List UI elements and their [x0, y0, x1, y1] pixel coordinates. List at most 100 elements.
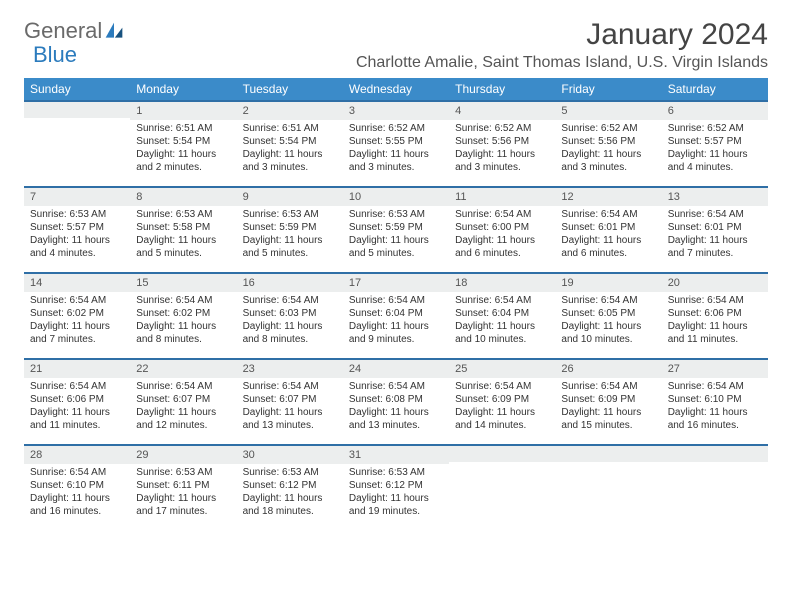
day-detail-line: Sunrise: 6:54 AM [349, 380, 443, 393]
calendar-day-cell: 1Sunrise: 6:51 AMSunset: 5:54 PMDaylight… [130, 100, 236, 186]
day-details [662, 462, 768, 522]
day-detail-line: Daylight: 11 hours [136, 320, 230, 333]
calendar-day-cell: 6Sunrise: 6:52 AMSunset: 5:57 PMDaylight… [662, 100, 768, 186]
day-detail-line: Daylight: 11 hours [668, 320, 762, 333]
day-details: Sunrise: 6:54 AMSunset: 6:00 PMDaylight:… [449, 206, 555, 264]
day-details: Sunrise: 6:54 AMSunset: 6:06 PMDaylight:… [662, 292, 768, 350]
day-detail-line: Daylight: 11 hours [243, 406, 337, 419]
day-detail-line: and 5 minutes. [243, 247, 337, 260]
day-detail-line: Sunset: 6:08 PM [349, 393, 443, 406]
day-detail-line: and 5 minutes. [136, 247, 230, 260]
weekday-header: Monday [130, 78, 236, 100]
day-number: 24 [343, 358, 449, 378]
day-detail-line: Daylight: 11 hours [30, 492, 124, 505]
day-detail-line: and 16 minutes. [30, 505, 124, 518]
calendar-body: 1Sunrise: 6:51 AMSunset: 5:54 PMDaylight… [24, 100, 768, 530]
weekday-header: Tuesday [237, 78, 343, 100]
day-detail-line: and 15 minutes. [561, 419, 655, 432]
day-detail-line: Daylight: 11 hours [136, 406, 230, 419]
day-detail-line: Daylight: 11 hours [349, 148, 443, 161]
day-number: 7 [24, 186, 130, 206]
day-detail-line: Sunset: 6:04 PM [349, 307, 443, 320]
day-detail-line: Sunset: 6:09 PM [561, 393, 655, 406]
day-details: Sunrise: 6:52 AMSunset: 5:57 PMDaylight:… [662, 120, 768, 178]
calendar-day-cell: 30Sunrise: 6:53 AMSunset: 6:12 PMDayligh… [237, 444, 343, 530]
logo: General [24, 18, 126, 44]
day-detail-line: Sunrise: 6:52 AM [349, 122, 443, 135]
calendar-head: SundayMondayTuesdayWednesdayThursdayFrid… [24, 78, 768, 100]
day-detail-line: and 4 minutes. [668, 161, 762, 174]
day-number [449, 444, 555, 462]
logo-text-2: Blue [33, 42, 77, 68]
calendar-day-cell: 11Sunrise: 6:54 AMSunset: 6:00 PMDayligh… [449, 186, 555, 272]
day-details [555, 462, 661, 522]
day-detail-line: and 2 minutes. [136, 161, 230, 174]
day-detail-line: Daylight: 11 hours [561, 148, 655, 161]
day-number [555, 444, 661, 462]
day-number: 5 [555, 100, 661, 120]
day-detail-line: and 13 minutes. [349, 419, 443, 432]
day-detail-line: Sunset: 6:12 PM [349, 479, 443, 492]
day-details: Sunrise: 6:54 AMSunset: 6:09 PMDaylight:… [555, 378, 661, 436]
day-details: Sunrise: 6:52 AMSunset: 5:56 PMDaylight:… [449, 120, 555, 178]
location-subtitle: Charlotte Amalie, Saint Thomas Island, U… [356, 54, 768, 72]
day-number: 1 [130, 100, 236, 120]
calendar-day-cell: 27Sunrise: 6:54 AMSunset: 6:10 PMDayligh… [662, 358, 768, 444]
day-detail-line: Daylight: 11 hours [349, 234, 443, 247]
day-detail-line: Sunrise: 6:53 AM [243, 466, 337, 479]
day-details: Sunrise: 6:54 AMSunset: 6:07 PMDaylight:… [130, 378, 236, 436]
day-details: Sunrise: 6:54 AMSunset: 6:08 PMDaylight:… [343, 378, 449, 436]
day-details: Sunrise: 6:54 AMSunset: 6:10 PMDaylight:… [24, 464, 130, 522]
day-detail-line: Daylight: 11 hours [243, 492, 337, 505]
day-detail-line: Sunrise: 6:52 AM [668, 122, 762, 135]
day-detail-line: and 5 minutes. [349, 247, 443, 260]
calendar-table: SundayMondayTuesdayWednesdayThursdayFrid… [24, 78, 768, 530]
day-detail-line: Daylight: 11 hours [136, 234, 230, 247]
day-details: Sunrise: 6:54 AMSunset: 6:04 PMDaylight:… [343, 292, 449, 350]
day-detail-line: Sunrise: 6:54 AM [668, 208, 762, 221]
day-detail-line: Daylight: 11 hours [349, 320, 443, 333]
calendar-day-cell: 19Sunrise: 6:54 AMSunset: 6:05 PMDayligh… [555, 272, 661, 358]
calendar-week-row: 21Sunrise: 6:54 AMSunset: 6:06 PMDayligh… [24, 358, 768, 444]
day-detail-line: Daylight: 11 hours [455, 406, 549, 419]
weekday-header: Saturday [662, 78, 768, 100]
day-detail-line: Daylight: 11 hours [455, 234, 549, 247]
calendar-day-cell: 25Sunrise: 6:54 AMSunset: 6:09 PMDayligh… [449, 358, 555, 444]
day-details: Sunrise: 6:54 AMSunset: 6:09 PMDaylight:… [449, 378, 555, 436]
calendar-empty-cell [449, 444, 555, 530]
day-detail-line: Daylight: 11 hours [243, 320, 337, 333]
calendar-empty-cell [24, 100, 130, 186]
day-detail-line: Sunrise: 6:52 AM [561, 122, 655, 135]
day-number: 6 [662, 100, 768, 120]
day-detail-line: and 10 minutes. [455, 333, 549, 346]
day-detail-line: and 12 minutes. [136, 419, 230, 432]
day-detail-line: Sunset: 5:58 PM [136, 221, 230, 234]
day-detail-line: Sunset: 6:06 PM [30, 393, 124, 406]
day-detail-line: Sunrise: 6:54 AM [455, 294, 549, 307]
day-detail-line: Sunset: 6:01 PM [668, 221, 762, 234]
day-number: 12 [555, 186, 661, 206]
day-number: 16 [237, 272, 343, 292]
day-detail-line: and 16 minutes. [668, 419, 762, 432]
day-number: 17 [343, 272, 449, 292]
day-detail-line: Sunrise: 6:51 AM [243, 122, 337, 135]
day-details: Sunrise: 6:53 AMSunset: 6:12 PMDaylight:… [343, 464, 449, 522]
day-detail-line: and 18 minutes. [243, 505, 337, 518]
day-detail-line: Sunrise: 6:54 AM [136, 294, 230, 307]
day-detail-line: Daylight: 11 hours [561, 320, 655, 333]
calendar-day-cell: 24Sunrise: 6:54 AMSunset: 6:08 PMDayligh… [343, 358, 449, 444]
day-detail-line: Daylight: 11 hours [136, 148, 230, 161]
day-detail-line: Sunrise: 6:54 AM [561, 208, 655, 221]
day-detail-line: Sunset: 6:07 PM [243, 393, 337, 406]
day-details: Sunrise: 6:53 AMSunset: 5:59 PMDaylight:… [237, 206, 343, 264]
day-detail-line: and 6 minutes. [455, 247, 549, 260]
day-number: 26 [555, 358, 661, 378]
day-number: 20 [662, 272, 768, 292]
day-detail-line: Sunset: 5:56 PM [561, 135, 655, 148]
day-number: 3 [343, 100, 449, 120]
day-number [24, 100, 130, 118]
day-detail-line: Sunrise: 6:54 AM [349, 294, 443, 307]
calendar-week-row: 14Sunrise: 6:54 AMSunset: 6:02 PMDayligh… [24, 272, 768, 358]
calendar-day-cell: 18Sunrise: 6:54 AMSunset: 6:04 PMDayligh… [449, 272, 555, 358]
calendar-day-cell: 21Sunrise: 6:54 AMSunset: 6:06 PMDayligh… [24, 358, 130, 444]
